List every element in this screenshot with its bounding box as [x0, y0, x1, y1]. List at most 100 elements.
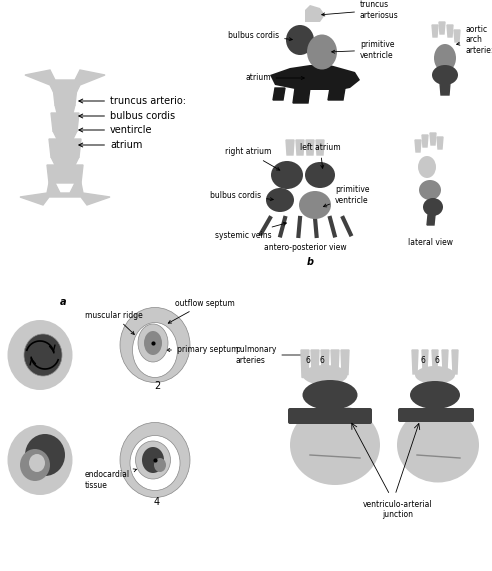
Polygon shape	[49, 139, 81, 157]
Text: pulmonary
arteries: pulmonary arteries	[235, 345, 304, 365]
Text: left atrium: left atrium	[300, 143, 340, 168]
Ellipse shape	[266, 188, 294, 212]
Ellipse shape	[25, 434, 65, 476]
Polygon shape	[412, 350, 418, 374]
Polygon shape	[422, 350, 428, 371]
Text: ventircle: ventircle	[79, 125, 153, 135]
Text: primary septum: primary septum	[167, 345, 239, 355]
Polygon shape	[293, 88, 310, 103]
Text: 4: 4	[154, 497, 160, 507]
Text: 6: 6	[320, 356, 324, 365]
Text: systemic veins: systemic veins	[215, 222, 286, 239]
Polygon shape	[316, 140, 324, 155]
Polygon shape	[452, 350, 458, 374]
Ellipse shape	[299, 191, 331, 219]
Polygon shape	[422, 135, 428, 147]
Ellipse shape	[418, 156, 436, 178]
Text: primitive
ventricle: primitive ventricle	[332, 41, 395, 60]
Polygon shape	[430, 133, 436, 145]
Polygon shape	[415, 140, 421, 152]
Polygon shape	[454, 30, 460, 42]
Polygon shape	[311, 350, 319, 375]
Polygon shape	[47, 165, 83, 183]
Text: primitive
ventricle: primitive ventricle	[323, 186, 369, 207]
Polygon shape	[55, 105, 75, 113]
Text: 6: 6	[421, 356, 426, 365]
Ellipse shape	[7, 425, 72, 495]
Ellipse shape	[135, 441, 171, 479]
Ellipse shape	[432, 65, 458, 85]
Ellipse shape	[20, 449, 50, 481]
Polygon shape	[440, 83, 450, 95]
Text: lateral view: lateral view	[407, 238, 453, 247]
Ellipse shape	[415, 366, 455, 384]
Ellipse shape	[307, 34, 337, 70]
Ellipse shape	[154, 458, 166, 472]
Polygon shape	[321, 350, 329, 372]
Polygon shape	[305, 5, 325, 22]
Polygon shape	[20, 183, 110, 205]
Polygon shape	[51, 113, 79, 131]
Polygon shape	[286, 140, 294, 155]
Text: right atrium: right atrium	[225, 147, 280, 170]
Ellipse shape	[271, 161, 303, 189]
FancyBboxPatch shape	[288, 408, 372, 424]
Ellipse shape	[303, 365, 347, 385]
Ellipse shape	[397, 408, 479, 482]
FancyBboxPatch shape	[398, 408, 474, 422]
Polygon shape	[341, 350, 349, 375]
Text: antero-posterior view: antero-posterior view	[264, 243, 346, 252]
Text: endocardial
tissue: endocardial tissue	[85, 469, 136, 490]
Text: truncus arterio:: truncus arterio:	[79, 96, 186, 106]
Ellipse shape	[29, 454, 45, 472]
Text: a: a	[60, 297, 66, 307]
Polygon shape	[439, 22, 445, 34]
Text: outflow septum: outflow septum	[168, 299, 235, 323]
Polygon shape	[273, 88, 285, 100]
Text: atrium: atrium	[245, 74, 304, 82]
Polygon shape	[432, 350, 438, 368]
Text: 2: 2	[154, 381, 160, 391]
Polygon shape	[442, 350, 448, 371]
Polygon shape	[331, 350, 339, 372]
Text: bulbus cordis: bulbus cordis	[228, 30, 292, 41]
Polygon shape	[447, 25, 453, 37]
Ellipse shape	[290, 405, 380, 485]
Ellipse shape	[434, 44, 456, 72]
Polygon shape	[296, 140, 304, 155]
Ellipse shape	[286, 25, 314, 55]
Text: bulbus cordis: bulbus cordis	[79, 111, 175, 121]
Ellipse shape	[120, 423, 190, 497]
Text: ventriculo-arterial
junction: ventriculo-arterial junction	[363, 500, 433, 520]
Ellipse shape	[130, 436, 180, 490]
Ellipse shape	[423, 198, 443, 216]
Polygon shape	[270, 65, 360, 90]
Polygon shape	[51, 157, 79, 165]
Polygon shape	[437, 137, 443, 149]
Text: truncus
arteriosus: truncus arteriosus	[322, 1, 399, 20]
Polygon shape	[301, 350, 309, 377]
Ellipse shape	[132, 323, 178, 377]
Ellipse shape	[120, 308, 190, 383]
Text: aortic
arch
arterie:: aortic arch arterie:	[457, 25, 492, 55]
Text: 6: 6	[306, 356, 310, 365]
Text: bulbus cordis: bulbus cordis	[210, 191, 274, 200]
Polygon shape	[328, 88, 345, 100]
Ellipse shape	[303, 380, 358, 410]
Polygon shape	[306, 140, 314, 155]
Ellipse shape	[305, 162, 335, 188]
Text: b: b	[307, 257, 313, 267]
Ellipse shape	[7, 320, 72, 390]
Text: 6: 6	[434, 356, 439, 365]
Polygon shape	[427, 215, 435, 225]
Ellipse shape	[419, 180, 441, 200]
Ellipse shape	[142, 447, 164, 473]
Ellipse shape	[138, 324, 168, 362]
Polygon shape	[432, 25, 438, 37]
Polygon shape	[53, 87, 77, 105]
Text: atrium: atrium	[79, 140, 142, 150]
Polygon shape	[25, 70, 105, 95]
Ellipse shape	[144, 331, 162, 355]
Text: muscular ridge: muscular ridge	[85, 311, 143, 335]
Ellipse shape	[24, 334, 62, 376]
